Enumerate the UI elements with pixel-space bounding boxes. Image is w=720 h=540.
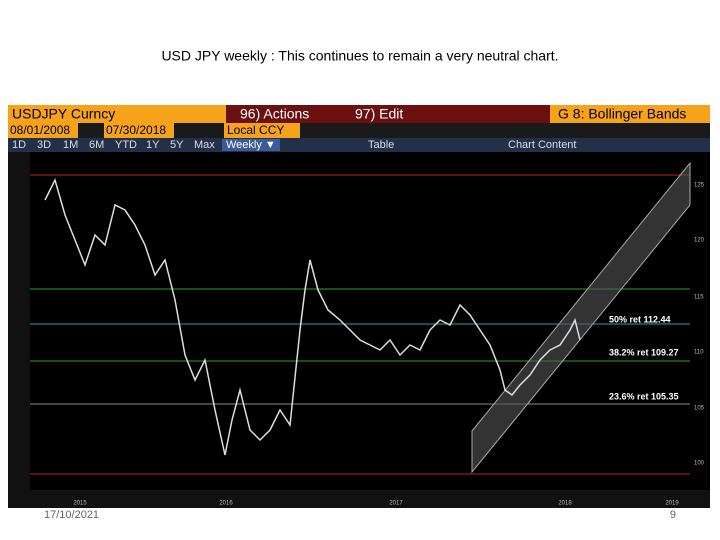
x-axis-labels: 2015 2016 2017 2018 2019 [73,501,679,507]
period-button[interactable]: 1M [63,139,78,151]
slide-title: USD JPY weekly : This continues to remai… [161,48,558,64]
year-label: 2016 [219,501,233,507]
table-button[interactable]: Table [368,139,394,151]
start-date-box[interactable] [8,123,78,138]
right-axis: 125 120 115 110 105 100 [694,183,705,467]
retracement-label: 50% ret 112.44 [609,314,671,324]
tool-strip [8,152,30,490]
annotations: 50% ret 112.44 38.2% ret 109.27 23.6% ret … [609,314,679,401]
price-path [44,177,581,456]
chart-content-button[interactable]: Chart Content [508,139,576,151]
period-button[interactable]: 1Y [146,139,160,151]
axis-label: 110 [694,350,704,356]
function-box[interactable] [550,105,710,123]
period-button[interactable]: Max [194,139,215,151]
axis-label: 120 [694,238,705,244]
menu-actions[interactable]: 96) Actions [240,106,309,122]
toolbar [8,138,710,152]
footer-date: 17/10/2021 [44,509,99,521]
axis-label: 100 [694,461,705,467]
period-button[interactable]: 3D [37,139,51,151]
period-button[interactable]: YTD [115,139,137,151]
currency-box[interactable] [224,123,300,138]
retracement-label: 38.2% ret 109.27 [609,347,679,357]
year-label: 2017 [389,501,403,507]
function-name: G 8: Bollinger Bands [558,106,686,122]
ticker[interactable]: USDJPY Curncy [12,106,115,122]
period-selected[interactable] [222,139,280,151]
axis-label: 105 [694,406,705,412]
page-number: 9 [670,509,676,521]
period-button[interactable]: 1D [12,139,26,151]
retracement-label: 23.6% ret 105.35 [609,391,679,401]
start-date[interactable]: 08/01/2008 [10,123,70,137]
year-label: 2018 [558,501,572,507]
currency[interactable]: Local CCY [227,123,284,137]
date-bar [8,123,710,138]
trend-channel [471,161,691,474]
end-date[interactable]: 07/30/2018 [106,123,166,137]
ticker-box[interactable] [8,105,226,123]
end-date-box[interactable] [104,123,174,138]
period-buttons: 1D 3D 1M 6M YTD 1Y 5Y Max Weekly ▼ [12,139,280,151]
x-axis [8,490,710,508]
year-label: 2019 [665,501,679,507]
year-label: 2015 [73,501,87,507]
period-button[interactable]: 5Y [170,139,184,151]
menu-edit[interactable]: 97) Edit [355,106,403,122]
period-button[interactable]: Weekly ▼ [226,139,276,151]
period-button[interactable]: 6M [89,139,104,151]
axis-label: 125 [694,183,705,189]
axis-label: 115 [694,295,704,301]
